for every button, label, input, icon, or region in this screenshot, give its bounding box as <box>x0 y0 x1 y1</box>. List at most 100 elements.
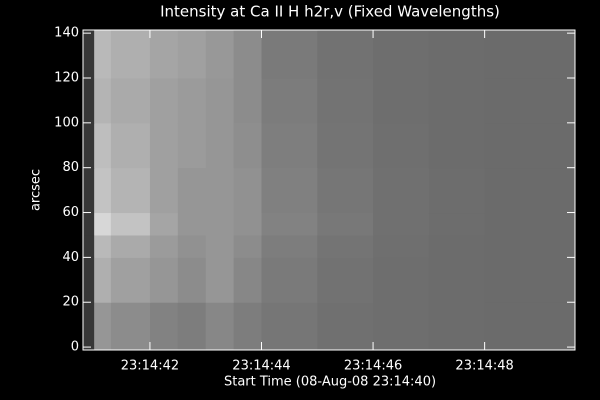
heat-cell <box>233 257 263 303</box>
heat-cell <box>233 30 263 79</box>
heat-cell <box>373 234 430 258</box>
heat-cell <box>261 302 318 351</box>
heat-cell <box>149 167 179 214</box>
heat-cell <box>94 122 112 169</box>
heat-cell <box>233 77 263 124</box>
x-tick-label: 23:14:46 <box>344 359 402 374</box>
heat-cell <box>233 167 263 214</box>
heat-cell <box>205 234 235 258</box>
heat-cell <box>205 212 235 236</box>
heat-cell <box>373 167 430 214</box>
heat-cell <box>205 167 235 214</box>
heat-cell <box>317 122 374 169</box>
heat-cell <box>94 234 112 258</box>
heat-cell <box>428 167 486 214</box>
heat-cell <box>484 302 576 351</box>
heat-cell <box>317 77 374 124</box>
heat-cell <box>177 77 207 124</box>
heat-cell <box>317 257 374 303</box>
heat-cell <box>177 302 207 351</box>
heat-cell <box>110 77 151 124</box>
heat-cell <box>205 30 235 79</box>
heat-cell <box>177 167 207 214</box>
heat-cell <box>261 212 318 236</box>
heat-cell <box>177 234 207 258</box>
heat-cell <box>373 122 430 169</box>
plot-frame <box>82 29 576 351</box>
heat-cell <box>317 234 374 258</box>
heat-cell <box>94 302 112 351</box>
heat-cell <box>83 122 95 169</box>
heat-cell <box>177 30 207 79</box>
heat-cell <box>205 122 235 169</box>
heat-cell <box>83 77 95 124</box>
heat-cell <box>94 257 112 303</box>
heat-cell <box>177 122 207 169</box>
heat-cell <box>261 257 318 303</box>
heat-cell <box>484 167 576 214</box>
heat-cell <box>83 302 95 351</box>
heat-cell <box>373 257 430 303</box>
heat-cell <box>428 77 486 124</box>
heat-cell <box>83 30 95 79</box>
y-tick-label: 40 <box>62 250 79 265</box>
heat-cell <box>373 302 430 351</box>
x-axis-label: Start Time (08-Aug-08 23:14:40) <box>224 375 436 390</box>
x-tick-label: 23:14:48 <box>455 359 513 374</box>
heat-cell <box>110 122 151 169</box>
heat-cell <box>317 302 374 351</box>
heat-cell <box>205 302 235 351</box>
heat-cell <box>149 257 179 303</box>
heat-cell <box>110 30 151 79</box>
heat-cell <box>110 257 151 303</box>
heat-cell <box>484 212 576 236</box>
heat-cell <box>149 77 179 124</box>
heat-cell <box>428 234 486 258</box>
chart-title: Intensity at Ca II H h2r,v (Fixed Wavele… <box>160 3 500 21</box>
heat-cell <box>94 30 112 79</box>
heat-cell <box>317 30 374 79</box>
heat-cell <box>428 302 486 351</box>
heat-cell <box>94 77 112 124</box>
y-tick-label: 100 <box>54 115 79 130</box>
y-tick-label: 80 <box>62 160 79 175</box>
heat-cell <box>110 212 151 236</box>
heat-cell <box>484 257 576 303</box>
heat-cell <box>110 234 151 258</box>
heat-cell <box>233 122 263 169</box>
heat-cell <box>177 212 207 236</box>
y-tick-label: 0 <box>71 340 79 355</box>
y-tick-label: 120 <box>54 70 79 85</box>
heat-cell <box>373 30 430 79</box>
heat-cell <box>428 30 486 79</box>
heat-cell <box>233 234 263 258</box>
heat-cell <box>428 257 486 303</box>
y-tick-label: 140 <box>54 26 79 41</box>
heat-cell <box>373 77 430 124</box>
heat-cell <box>83 212 95 236</box>
heat-cell <box>317 212 374 236</box>
heat-cell <box>484 30 576 79</box>
heat-cell <box>428 122 486 169</box>
x-tick-label: 23:14:42 <box>121 359 179 374</box>
heat-cell <box>484 122 576 169</box>
heat-cell <box>233 212 263 236</box>
heat-cell <box>94 212 112 236</box>
heat-cell <box>261 122 318 169</box>
heat-cell <box>233 302 263 351</box>
heat-cell <box>373 212 430 236</box>
x-tick-label: 23:14:44 <box>232 359 290 374</box>
heat-cell <box>177 257 207 303</box>
heat-cell <box>428 212 486 236</box>
heat-cell <box>149 234 179 258</box>
heat-cell <box>110 167 151 214</box>
heat-cell <box>484 234 576 258</box>
heat-cell <box>149 122 179 169</box>
heat-cell <box>484 77 576 124</box>
heat-cell <box>261 30 318 79</box>
heat-cell <box>317 167 374 214</box>
heat-cell <box>261 77 318 124</box>
heat-cell <box>261 234 318 258</box>
